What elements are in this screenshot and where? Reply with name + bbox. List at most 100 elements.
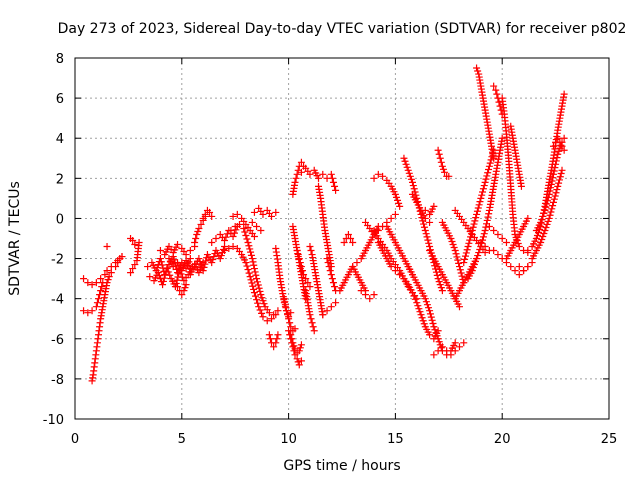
data-point: [418, 314, 426, 322]
data-point: [252, 271, 260, 279]
x-tick-labels: 0 5 10 15 20 25: [71, 432, 617, 447]
data-point: [291, 345, 299, 353]
data-point: [486, 159, 494, 167]
data-point: [554, 150, 562, 158]
data-point: [284, 311, 292, 319]
data-point: [257, 226, 265, 234]
data-point: [555, 179, 563, 187]
series-arc-49: [421, 202, 438, 218]
data-point: [177, 270, 185, 278]
data-point: [302, 275, 310, 283]
grid: [75, 58, 609, 419]
data-point: [265, 331, 273, 339]
data-point: [97, 275, 105, 283]
data-point: [457, 269, 465, 277]
data-point: [438, 287, 446, 295]
data-point: [166, 271, 174, 279]
data-point: [243, 235, 251, 243]
data-point: [498, 134, 506, 142]
data-point: [455, 259, 463, 267]
data-point: [485, 166, 493, 174]
series-arc-62: [498, 94, 532, 257]
data-point: [422, 230, 430, 238]
data-point: [416, 308, 424, 316]
data-point: [247, 248, 255, 256]
data-point: [194, 227, 202, 235]
data-point: [304, 279, 312, 287]
data-point: [251, 292, 259, 300]
series-arc-58: [473, 64, 498, 162]
y-tick-label: 0: [56, 212, 64, 227]
data-point: [539, 232, 547, 240]
data-point: [332, 186, 340, 194]
data-point: [555, 147, 563, 155]
data-point: [469, 264, 477, 272]
data-point: [156, 255, 164, 263]
data-point: [445, 172, 453, 180]
data-point: [254, 281, 262, 289]
data-point: [447, 235, 455, 242]
data-point: [436, 281, 444, 289]
data-point: [437, 284, 445, 292]
data-point: [206, 208, 214, 216]
data-point: [319, 170, 327, 178]
data-point: [80, 307, 88, 315]
data-point: [490, 226, 498, 234]
data-point: [441, 168, 449, 176]
data-point: [463, 246, 471, 254]
data-point: [482, 175, 490, 183]
data-point: [250, 208, 258, 216]
data-point: [353, 259, 361, 267]
data-point: [410, 292, 418, 300]
data-point: [361, 291, 369, 299]
data-point: [557, 141, 565, 149]
data-point: [227, 226, 235, 234]
data-point: [98, 283, 106, 291]
data-point: [475, 249, 483, 257]
data-point: [80, 275, 88, 283]
data-point: [435, 338, 443, 346]
data-point: [324, 259, 332, 267]
data-point: [431, 326, 439, 334]
series-arc-06: [103, 243, 111, 251]
data-point: [268, 315, 276, 323]
data-point: [552, 189, 560, 197]
data-point: [396, 271, 404, 279]
data-point: [421, 295, 429, 303]
data-point: [408, 289, 416, 297]
data-point: [294, 251, 302, 259]
data-point: [309, 323, 317, 331]
data-point: [331, 182, 339, 190]
data-point: [242, 259, 250, 267]
data-point: [439, 165, 447, 173]
data-point: [427, 313, 435, 321]
series-arc-15: [199, 206, 216, 222]
data-point: [433, 271, 441, 279]
data-point: [233, 210, 241, 218]
data-point: [97, 287, 105, 295]
data-point: [270, 311, 278, 319]
data-point: [379, 172, 387, 180]
data-point: [307, 247, 315, 255]
data-point: [437, 344, 445, 352]
data-point: [455, 343, 463, 351]
data-point: [502, 239, 510, 247]
data-point: [260, 300, 268, 308]
data-point: [195, 255, 203, 263]
data-point: [515, 243, 523, 251]
data-point: [544, 194, 552, 202]
data-point: [328, 275, 336, 283]
data-point: [558, 166, 566, 174]
data-point: [196, 258, 204, 266]
data-point: [470, 261, 478, 269]
data-point: [548, 205, 556, 213]
y-tick-label: 6: [56, 92, 64, 107]
series-arc-57: [464, 134, 506, 283]
data-point: [250, 289, 258, 297]
data-point: [537, 239, 545, 247]
data-point: [452, 250, 460, 258]
data-point: [458, 272, 466, 280]
data-point: [107, 269, 115, 277]
data-point: [84, 309, 92, 317]
